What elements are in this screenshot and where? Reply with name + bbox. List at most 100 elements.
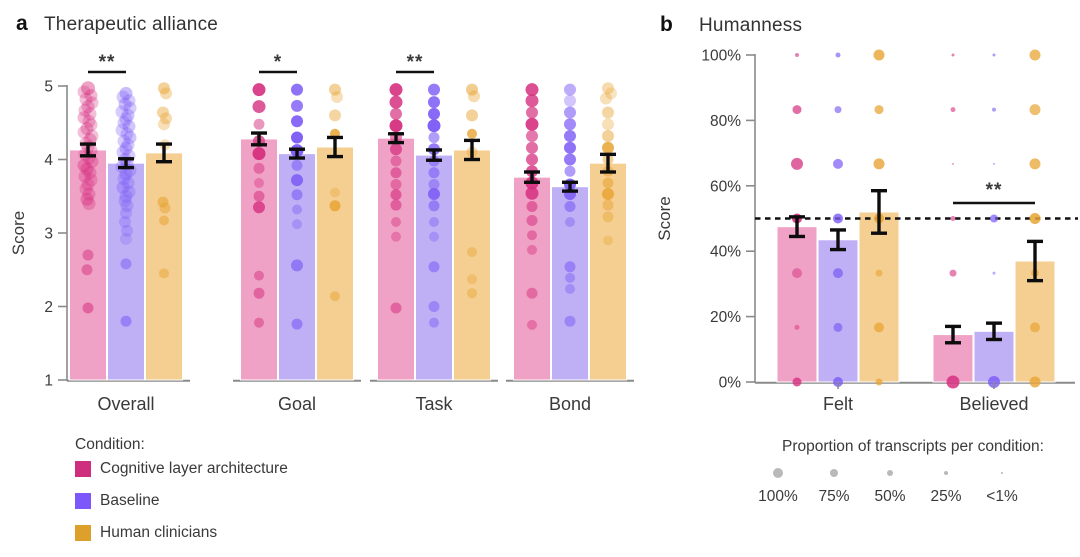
dot-bond-2 bbox=[600, 92, 612, 105]
ytick-label-b: 0% bbox=[719, 375, 742, 392]
dot-bond-0 bbox=[527, 244, 537, 255]
dot-goal-1 bbox=[292, 204, 302, 215]
dot-bond-2 bbox=[603, 235, 613, 246]
dot-overall-1 bbox=[121, 108, 135, 122]
dot-overall-1 bbox=[117, 134, 131, 148]
dot-felt-2 bbox=[875, 378, 883, 386]
dot-bond-0 bbox=[525, 83, 539, 97]
category-label-believed: Believed bbox=[959, 394, 1028, 414]
dot-bond-0 bbox=[526, 153, 538, 166]
dot-overall-1 bbox=[118, 97, 132, 111]
dot-task-2 bbox=[467, 288, 477, 299]
dot-overall-1 bbox=[118, 194, 132, 208]
dot-overall-1 bbox=[120, 207, 132, 220]
bar-bond-1 bbox=[551, 186, 589, 381]
condition-legend: Condition: Cognitive layer architecture B… bbox=[75, 436, 288, 557]
bar-task-2 bbox=[453, 149, 491, 381]
dot-task-1 bbox=[428, 200, 440, 212]
dot-task-0 bbox=[390, 167, 402, 179]
dot-bond-0 bbox=[526, 106, 538, 119]
dot-bond-2 bbox=[602, 82, 614, 95]
dot-overall-1 bbox=[122, 119, 136, 133]
size-legend-item-1: 75% bbox=[806, 466, 862, 506]
size-legend-label-3: 25% bbox=[930, 488, 962, 505]
category-label-felt: Felt bbox=[823, 394, 853, 414]
size-legend-item-3: 25% bbox=[918, 466, 974, 506]
dot-felt-2 bbox=[873, 158, 885, 170]
size-legend-label-0: 100% bbox=[758, 488, 798, 505]
dot-task-0 bbox=[389, 95, 403, 109]
dot-believed-2 bbox=[1030, 322, 1040, 333]
dot-believed-1 bbox=[990, 214, 998, 223]
dot-bond-0 bbox=[526, 287, 538, 299]
dot-bond-0 bbox=[527, 230, 537, 241]
dot-task-1 bbox=[428, 261, 440, 273]
bar-overall-2 bbox=[145, 152, 183, 381]
dot-overall-1 bbox=[116, 180, 130, 194]
dot-believed-2 bbox=[1029, 49, 1041, 61]
dot-bond-0 bbox=[525, 186, 539, 200]
dot-bond-0 bbox=[525, 117, 539, 131]
dot-bond-1 bbox=[564, 106, 576, 119]
dot-overall-1 bbox=[119, 167, 133, 181]
dot-goal-0 bbox=[253, 190, 265, 202]
dot-felt-2 bbox=[874, 322, 884, 333]
dot-task-0 bbox=[390, 302, 402, 314]
dot-bond-1 bbox=[565, 216, 575, 227]
legend-swatch-0 bbox=[75, 461, 91, 477]
dot-task-2 bbox=[467, 128, 477, 139]
size-legend-dot-2 bbox=[886, 469, 894, 477]
dot-bond-1 bbox=[564, 141, 576, 154]
dot-goal-1 bbox=[291, 83, 303, 96]
dot-overall-0 bbox=[82, 114, 96, 128]
dot-overall-1 bbox=[116, 90, 130, 104]
legend-label-1: Baseline bbox=[100, 492, 160, 509]
size-legend-dot-3 bbox=[943, 470, 949, 476]
dot-believed-2 bbox=[1029, 376, 1041, 388]
significance-label-a-goal: * bbox=[274, 52, 282, 73]
bar-felt-1 bbox=[817, 239, 859, 383]
panel-b-letter: b bbox=[660, 13, 673, 36]
dot-overall-0 bbox=[85, 96, 99, 110]
dot-bond-1 bbox=[564, 165, 576, 177]
dot-believed-0 bbox=[946, 375, 960, 389]
dot-overall-0 bbox=[84, 89, 98, 103]
size-legend-dot-4 bbox=[1001, 472, 1003, 474]
ytick-label-b: 60% bbox=[710, 178, 741, 195]
dot-felt-1 bbox=[834, 106, 842, 114]
size-legend-title: Proportion of transcripts per condition: bbox=[782, 438, 1044, 455]
dot-goal-0 bbox=[254, 270, 264, 281]
dot-task-0 bbox=[389, 119, 403, 133]
legend-swatch-2 bbox=[75, 525, 91, 541]
ytick-label-b: 80% bbox=[710, 113, 741, 130]
size-legend-item-4: <1% bbox=[974, 466, 1030, 506]
dot-overall-2 bbox=[160, 112, 172, 125]
significance-label-b-believed: ** bbox=[986, 180, 1003, 201]
dot-task-0 bbox=[389, 83, 403, 97]
dot-bond-1 bbox=[564, 261, 576, 273]
dot-bond-2 bbox=[605, 87, 617, 100]
bar-overall-1 bbox=[107, 162, 145, 381]
dot-task-2 bbox=[467, 274, 477, 285]
dot-felt-0 bbox=[792, 105, 802, 115]
dot-overall-0 bbox=[79, 182, 93, 196]
dot-task-2 bbox=[466, 109, 478, 122]
dot-goal-0 bbox=[252, 100, 266, 114]
dot-overall-0 bbox=[84, 173, 98, 187]
size-legend-label-1: 75% bbox=[818, 488, 850, 505]
dot-believed-0 bbox=[950, 216, 956, 221]
size-legend-item-0: 100% bbox=[750, 466, 806, 506]
dot-goal-0 bbox=[252, 147, 266, 161]
dot-task-1 bbox=[428, 96, 440, 109]
size-legend-item-2: 50% bbox=[862, 466, 918, 506]
ytick-label-b: 20% bbox=[710, 309, 741, 326]
dot-task-1 bbox=[428, 167, 440, 179]
category-label-overall: Overall bbox=[97, 394, 154, 414]
dot-task-1 bbox=[428, 107, 440, 120]
dot-goal-0 bbox=[254, 178, 264, 189]
dot-goal-1 bbox=[291, 174, 303, 187]
dot-bond-1 bbox=[564, 153, 576, 166]
dot-overall-0 bbox=[82, 302, 94, 314]
